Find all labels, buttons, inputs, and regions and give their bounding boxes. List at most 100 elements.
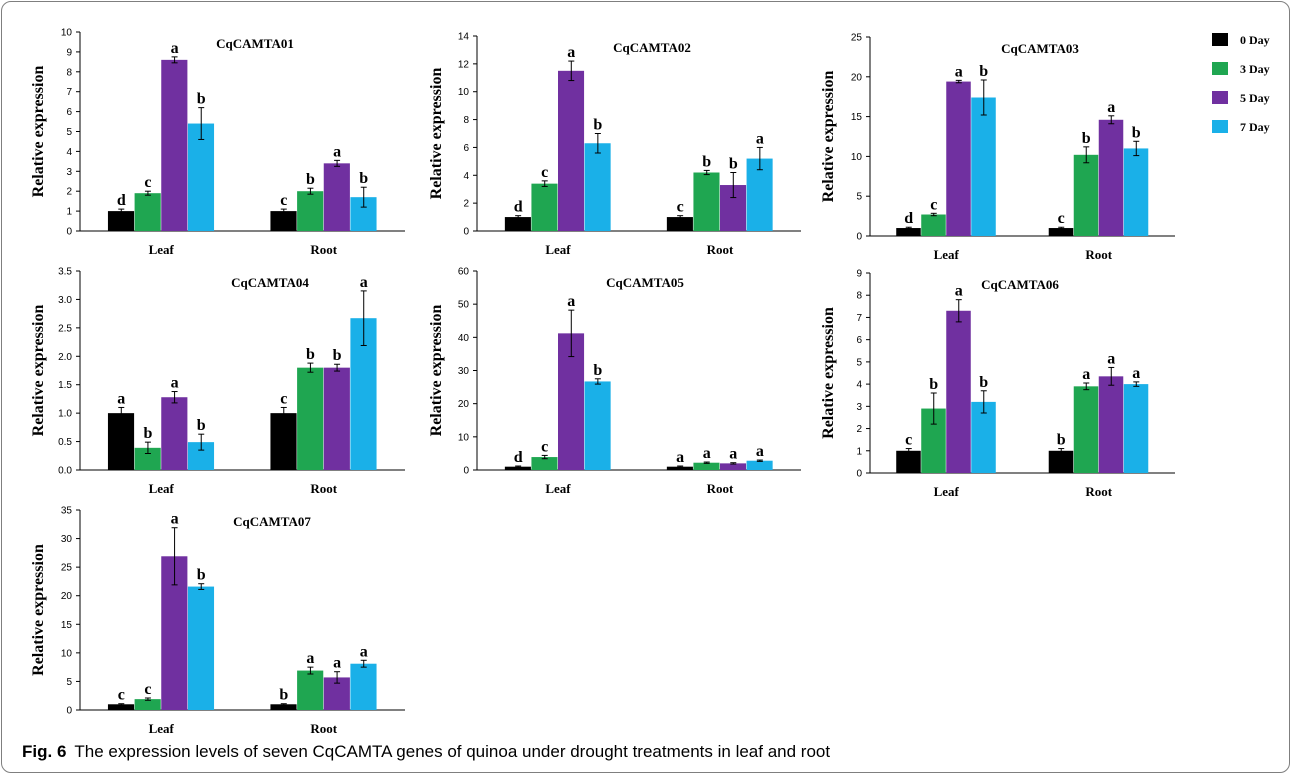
category-label: Leaf: [149, 242, 175, 257]
chart-2: 0 2 4 6 8 10 12 14 CqCAMTA02 Relative expression L…: [428, 32, 801, 257]
caption-text: The expression levels of seven CqCAMTA g…: [74, 742, 831, 761]
y-tick-label: 2.0: [58, 352, 72, 363]
significance-letter: d: [514, 199, 523, 216]
y-tick-label: 0: [856, 469, 862, 480]
bar: [666, 217, 693, 231]
y-tick-label: 10: [458, 432, 470, 443]
significance-letter: a: [955, 283, 963, 300]
bar: [921, 214, 946, 236]
significance-letter: a: [955, 63, 963, 80]
category-label: Root: [1085, 247, 1112, 262]
y-tick-label: 25: [61, 563, 73, 574]
y-tick-label: 0.5: [58, 437, 72, 448]
y-axis-label: Relative expression: [30, 305, 47, 437]
y-tick-label: 2: [66, 187, 72, 198]
bar: [187, 586, 215, 710]
y-tick-label: 2.5: [58, 323, 72, 334]
y-tick-label: 10: [61, 28, 73, 39]
caption-label: Fig. 6: [22, 742, 67, 761]
chart-5: 0 10 20 30 40 50 60 CqCAMTA05 Relative expressio…: [428, 267, 801, 496]
category-label: Leaf: [545, 481, 571, 496]
category-label: Root: [707, 242, 734, 257]
significance-letter: b: [306, 171, 315, 188]
significance-letter: b: [279, 687, 288, 704]
bar: [270, 413, 297, 470]
category-label: Root: [1085, 484, 1112, 499]
y-tick-label: 8: [66, 67, 72, 78]
significance-letter: a: [676, 449, 684, 466]
chart-6: 0 1 2 3 4 5 6 7 8 9 CqCAMTA06 Relative expression Le…: [820, 269, 1175, 499]
significance-letter: b: [593, 117, 602, 134]
y-tick-label: 35: [61, 506, 73, 517]
significance-letter: b: [306, 346, 315, 363]
y-tick-label: 40: [458, 333, 470, 344]
bar: [896, 228, 921, 236]
category-label: Leaf: [934, 247, 960, 262]
bar: [666, 466, 693, 470]
significance-letter: b: [359, 170, 368, 187]
y-tick-label: 1.5: [58, 380, 72, 391]
category-label: Root: [310, 242, 337, 257]
significance-letter: b: [333, 347, 342, 364]
y-tick-label: 2: [463, 199, 469, 210]
bar: [107, 704, 135, 710]
category-label: Leaf: [149, 721, 175, 736]
y-tick-label: 0: [66, 227, 72, 238]
y-tick-label: 5: [856, 192, 862, 203]
significance-letter: c: [280, 390, 287, 407]
y-tick-label: 3: [856, 402, 862, 413]
significance-letter: c: [144, 681, 151, 698]
significance-letter: a: [333, 143, 341, 160]
category-label: Leaf: [934, 484, 960, 499]
significance-letter: b: [979, 374, 988, 391]
chart-4: 0.0 0.5 1.0 1.5 2.0 2.5 3.0 3.5 CqCAMTA04 Relativ…: [30, 267, 405, 496]
significance-letter: d: [117, 192, 126, 209]
bar: [971, 97, 996, 236]
chart-7: 0 5 10 15 20 25 30 35 CqCAMTA07 Relative expressi…: [30, 506, 405, 736]
significance-letter: a: [729, 446, 737, 463]
y-tick-label: 20: [458, 399, 470, 410]
bar: [971, 401, 996, 473]
bar: [896, 450, 921, 473]
y-tick-label: 10: [851, 152, 863, 163]
y-tick-label: 30: [61, 534, 73, 545]
y-tick-label: 1: [66, 207, 72, 218]
y-axis-label: Relative expression: [820, 71, 837, 203]
legend: 0 Day 3 Day 5 Day 7 Day: [1212, 33, 1270, 134]
bar: [531, 457, 558, 470]
y-tick-label: 15: [851, 112, 863, 123]
y-tick-label: 50: [458, 300, 470, 311]
significance-letter: a: [360, 274, 368, 291]
significance-letter: b: [593, 362, 602, 379]
bar: [297, 670, 324, 710]
significance-letter: a: [567, 293, 575, 310]
y-axis-label: Relative expression: [820, 307, 837, 439]
significance-letter: a: [171, 375, 179, 392]
bar: [323, 163, 350, 231]
y-tick-label: 25: [851, 33, 863, 44]
bar: [746, 460, 773, 470]
significance-letter: a: [117, 390, 125, 407]
y-tick-label: 14: [458, 32, 470, 43]
legend-label: 5 Day: [1240, 91, 1270, 105]
y-tick-label: 20: [851, 72, 863, 83]
y-tick-label: 9: [856, 269, 862, 280]
significance-letter: a: [1082, 366, 1090, 383]
bar: [107, 413, 135, 470]
bar: [161, 397, 188, 470]
y-tick-label: 9: [66, 47, 72, 58]
y-tick-label: 3.0: [58, 295, 72, 306]
significance-letter: a: [171, 40, 179, 57]
y-tick-label: 20: [61, 591, 73, 602]
significance-letter: c: [541, 164, 548, 181]
y-tick-label: 6: [66, 107, 72, 118]
y-tick-label: 60: [458, 267, 470, 278]
legend-swatch: [1212, 62, 1228, 75]
y-tick-label: 10: [458, 87, 470, 98]
y-tick-label: 5: [856, 357, 862, 368]
significance-letter: c: [280, 192, 287, 209]
bar: [187, 123, 215, 231]
chart-1: 0 1 2 3 4 5 6 7 8 9 10 CqCAMTA01 Relative expression…: [30, 28, 405, 257]
category-label: Leaf: [545, 242, 571, 257]
